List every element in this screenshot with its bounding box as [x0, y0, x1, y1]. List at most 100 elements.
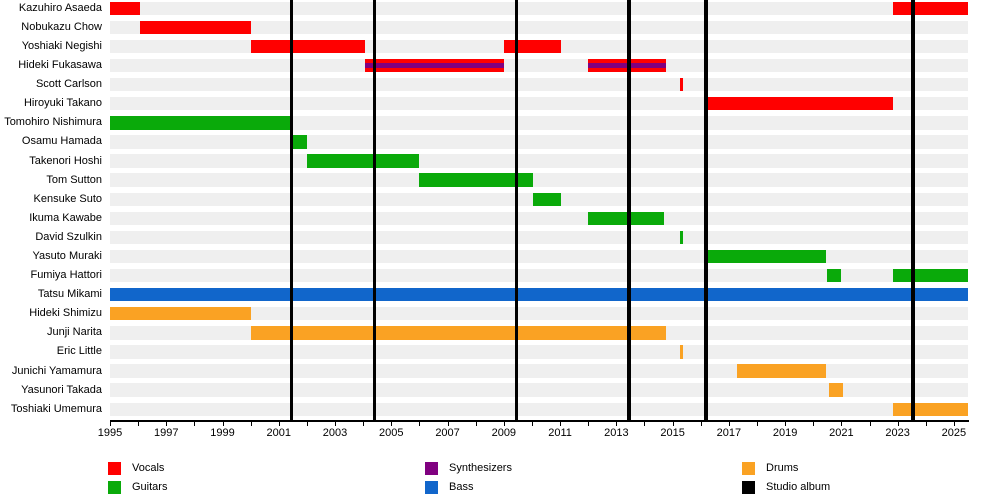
axis-tick-label: 2003 — [322, 427, 348, 439]
axis-tick — [138, 422, 140, 426]
member-label: Toshiaki Umemura — [10, 402, 102, 415]
member-label: Junji Narita — [46, 326, 102, 339]
axis-tick — [644, 422, 646, 426]
axis-tick — [503, 422, 505, 426]
axis-tick — [560, 422, 562, 426]
timeline-bar-guitars — [707, 249, 826, 264]
timeline-bar-guitars — [306, 154, 420, 168]
member-label: Tomohiro Nishimura — [4, 116, 102, 129]
axis-tick-label: 2009 — [491, 427, 517, 439]
member-label: David Szulkin — [35, 230, 102, 243]
axis-tick — [925, 422, 927, 426]
member-label: Yoshiaki Negishi — [21, 40, 102, 53]
axis-tick-label: 2019 — [772, 427, 798, 439]
axis-tick-label: 2025 — [941, 427, 967, 439]
legend-swatch-vocals — [108, 462, 121, 475]
legend-swatch-bass — [425, 481, 438, 494]
timeline-bar-guitars — [419, 173, 534, 187]
axis-tick — [278, 422, 280, 426]
member-label: Hideki Shimizu — [29, 307, 102, 320]
axis-tick — [813, 422, 815, 426]
axis-tick — [335, 422, 337, 426]
row-band — [110, 154, 968, 168]
axis-tick — [616, 422, 618, 426]
axis-tick — [419, 422, 421, 426]
row-band — [110, 268, 968, 283]
legend: Vocals Guitars Synthesizers Bass Drums Studio… — [0, 458, 1000, 500]
legend-label: Drums — [766, 462, 799, 474]
studio-album-line — [372, 0, 377, 420]
legend-label: Synthesizers — [449, 462, 512, 474]
timeline-bar-drums — [828, 383, 843, 397]
timeline-bar-drums — [679, 345, 684, 359]
axis-tick — [953, 422, 955, 426]
member-label: Kensuke Suto — [33, 192, 103, 205]
member-label: Yasunori Takada — [21, 383, 102, 396]
timeline-bar-guitars — [533, 192, 562, 206]
timeline-bar-bass — [110, 288, 968, 302]
axis-tick — [166, 422, 168, 426]
axis-tick — [391, 422, 393, 426]
timeline-bar-drums — [110, 307, 251, 321]
member-label: Kazuhiro Asaeda — [18, 1, 102, 14]
legend-label: Studio album — [766, 481, 831, 493]
axis-tick — [757, 422, 759, 426]
member-label: Tatsu Mikami — [37, 288, 102, 301]
axis-tick — [222, 422, 224, 426]
row-band — [110, 211, 968, 226]
studio-album-line — [704, 0, 708, 420]
studio-album-line — [911, 0, 915, 420]
row-band — [110, 249, 968, 264]
axis-tick-label: 2015 — [660, 427, 685, 439]
plot-area — [110, 0, 968, 420]
member-label: Fumiya Hattori — [30, 269, 102, 282]
axis-tick-label: 1997 — [154, 427, 179, 439]
timeline-bar-stripe-synthesizers — [364, 62, 504, 68]
legend-label: Guitars — [132, 481, 168, 493]
axis-tick-label: 2005 — [379, 427, 404, 439]
axis-tick — [785, 422, 787, 426]
member-label: Takenori Hoshi — [29, 154, 102, 167]
timeline-bar-vocals — [679, 78, 684, 92]
axis-tick — [306, 422, 308, 426]
legend-swatch-studio_album — [742, 481, 755, 494]
axis-tick — [728, 422, 730, 426]
axis-tick-label: 2021 — [829, 427, 854, 439]
axis-tick-label: 2023 — [885, 427, 910, 439]
row-band — [110, 307, 968, 321]
timeline-bar-vocals — [503, 39, 562, 54]
row-band — [110, 116, 968, 130]
member-label: Nobukazu Chow — [21, 20, 102, 33]
member-label: Hiroyuki Takano — [23, 97, 102, 110]
member-label: Yasuto Muraki — [32, 250, 103, 263]
row-band — [110, 173, 968, 187]
axis-tick — [841, 422, 843, 426]
member-label: Tom Sutton — [46, 173, 102, 186]
timeline-bar-guitars — [893, 268, 968, 283]
legend-label: Vocals — [132, 462, 165, 474]
legend-swatch-guitars — [108, 481, 121, 494]
member-label: Scott Carlson — [35, 78, 102, 91]
axis-tick — [672, 422, 674, 426]
row-band — [110, 58, 968, 73]
timeline-bar-vocals — [364, 58, 504, 73]
timeline-bar-guitars — [110, 116, 292, 130]
axis-tick-label: 2001 — [266, 427, 292, 439]
legend-swatch-synthesizers — [425, 462, 438, 475]
axis-tick-label: 1999 — [210, 427, 235, 439]
member-label: Eric Little — [56, 345, 102, 358]
axis-tick — [194, 422, 196, 426]
timeline-bar-vocals — [893, 1, 968, 16]
row-band — [110, 135, 968, 149]
row-band — [110, 345, 968, 359]
timeline-bar-vocals — [110, 1, 140, 16]
axis-tick — [110, 422, 111, 426]
member-labels-column: Kazuhiro Asaeda Nobukazu Chow Yoshiaki Neg… — [0, 0, 106, 420]
studio-album-line — [514, 0, 519, 420]
axis-tick — [250, 422, 252, 426]
axis-tick — [869, 422, 871, 426]
axis-tick — [897, 422, 899, 426]
axis-tick — [447, 422, 449, 426]
member-label: Ikuma Kawabe — [29, 211, 102, 224]
